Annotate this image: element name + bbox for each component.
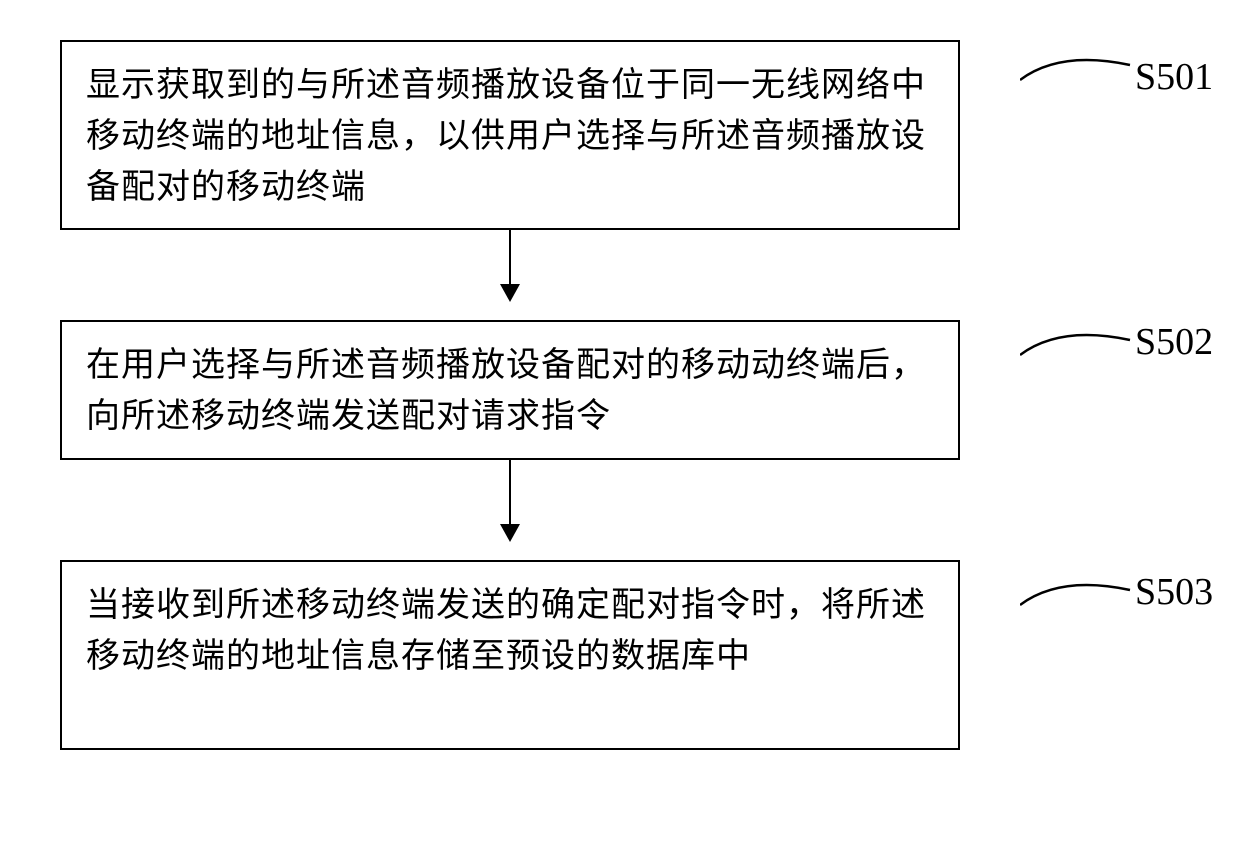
- step-1-text: 显示获取到的与所述音频播放设备位于同一无线网络中移动终端的地址信息，以供用户选择…: [86, 60, 934, 213]
- step-2-box: 在用户选择与所述音频播放设备配对的移动动终端后，向所述移动终端发送配对请求指令: [60, 320, 960, 460]
- step-1-label: S501: [1135, 55, 1213, 99]
- step-1-box: 显示获取到的与所述音频播放设备位于同一无线网络中移动终端的地址信息，以供用户选择…: [60, 40, 960, 230]
- step-2-label: S502: [1135, 320, 1213, 364]
- step-3-label: S503: [1135, 570, 1213, 614]
- label-curve-3: [1020, 575, 1140, 635]
- step-2-wrapper: 在用户选择与所述音频播放设备配对的移动动终端后，向所述移动终端发送配对请求指令: [60, 320, 960, 460]
- arrow-head: [500, 524, 520, 542]
- label-curve-2: [1020, 325, 1140, 385]
- label-curve-1: [1020, 50, 1140, 110]
- connector-1-2: [60, 230, 960, 320]
- step-2-text: 在用户选择与所述音频播放设备配对的移动动终端后，向所述移动终端发送配对请求指令: [86, 340, 934, 442]
- step-3-wrapper: 当接收到所述移动终端发送的确定配对指令时，将所述移动终端的地址信息存储至预设的数…: [60, 560, 960, 750]
- connector-2-3: [60, 460, 960, 560]
- step-1-wrapper: 显示获取到的与所述音频播放设备位于同一无线网络中移动终端的地址信息，以供用户选择…: [60, 40, 960, 230]
- arrow-line: [509, 230, 511, 300]
- arrow-head: [500, 284, 520, 302]
- arrow-line: [509, 460, 511, 540]
- step-3-box: 当接收到所述移动终端发送的确定配对指令时，将所述移动终端的地址信息存储至预设的数…: [60, 560, 960, 750]
- step-3-text: 当接收到所述移动终端发送的确定配对指令时，将所述移动终端的地址信息存储至预设的数…: [86, 580, 934, 682]
